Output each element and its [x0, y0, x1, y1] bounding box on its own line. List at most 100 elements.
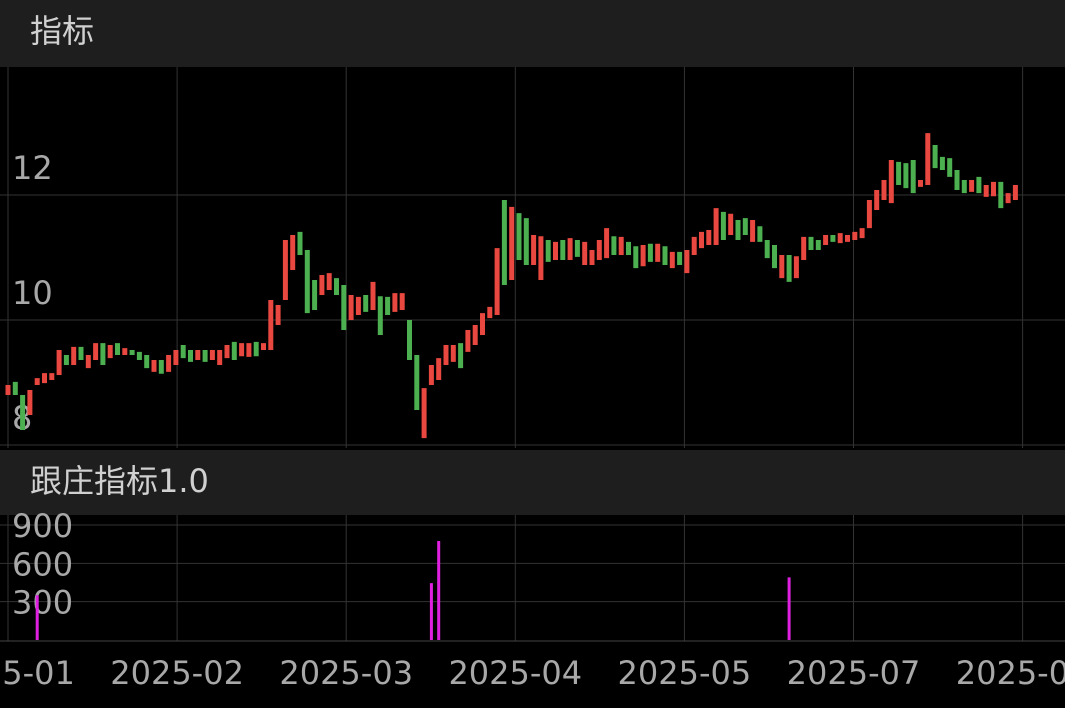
- candle: [939, 156, 945, 170]
- candle: [604, 228, 610, 259]
- candle: [71, 346, 77, 365]
- x-tick-label: 2025-01: [0, 654, 75, 692]
- x-tick-label: 2025-08: [956, 654, 1065, 692]
- candle: [399, 293, 405, 310]
- candle: [494, 248, 500, 315]
- candle: [334, 278, 339, 295]
- candle: [20, 395, 26, 430]
- candle: [516, 213, 522, 260]
- candle: [560, 240, 566, 260]
- candle: [786, 255, 792, 282]
- candle: [1012, 185, 1018, 200]
- panel-title: 指标: [30, 12, 94, 50]
- bar: [437, 540, 441, 640]
- candle: [392, 293, 398, 312]
- candle: [385, 296, 391, 315]
- candle: [633, 246, 639, 269]
- candle: [750, 220, 756, 242]
- candle: [691, 236, 697, 255]
- candle: [458, 343, 464, 369]
- candle: [297, 231, 303, 255]
- candle: [5, 385, 11, 395]
- candle: [837, 233, 843, 244]
- candle: [852, 231, 858, 240]
- candle: [509, 206, 515, 280]
- candle: [209, 350, 215, 360]
- candle: [180, 345, 186, 359]
- bar: [35, 595, 39, 640]
- candle: [246, 343, 252, 357]
- candle: [582, 241, 588, 265]
- candle: [501, 200, 507, 285]
- candle: [596, 240, 602, 260]
- y-tick-label: 12: [12, 149, 53, 187]
- candle: [377, 296, 383, 335]
- y-tick-label: 600: [12, 545, 73, 583]
- candle: [480, 313, 485, 335]
- candle: [472, 325, 478, 345]
- candle: [640, 245, 646, 267]
- candle: [662, 246, 668, 265]
- candle: [757, 226, 763, 242]
- candle: [12, 381, 18, 395]
- candle: [932, 145, 938, 169]
- candle: [925, 133, 931, 185]
- candle: [742, 218, 748, 235]
- candle: [1005, 193, 1011, 204]
- candle: [720, 211, 726, 240]
- candle: [414, 355, 420, 410]
- candle: [253, 341, 259, 357]
- candle: [56, 350, 62, 375]
- candle: [888, 160, 894, 204]
- candle: [129, 350, 135, 355]
- candle: [523, 218, 529, 265]
- candle: [312, 280, 318, 310]
- candle: [107, 345, 113, 359]
- candle: [407, 320, 412, 360]
- candle: [910, 160, 916, 194]
- candle: [428, 365, 434, 385]
- candle: [874, 190, 880, 210]
- candle: [436, 358, 442, 380]
- candle: [151, 360, 157, 372]
- candle: [684, 250, 690, 274]
- candle: [735, 220, 741, 240]
- candle: [815, 240, 821, 250]
- candle: [348, 295, 354, 320]
- candle: [341, 285, 347, 330]
- candle: [983, 185, 989, 197]
- candle: [195, 350, 201, 360]
- candle: [764, 240, 770, 259]
- candle: [669, 251, 675, 269]
- candle: [947, 158, 953, 177]
- candle: [202, 350, 208, 362]
- candle: [574, 240, 580, 257]
- candle: [655, 243, 661, 262]
- candle: [217, 350, 223, 365]
- candle: [801, 236, 807, 260]
- candle: [173, 350, 179, 365]
- candle: [589, 250, 595, 265]
- candle: [63, 355, 69, 365]
- candle: [706, 230, 712, 245]
- candle: [553, 241, 558, 260]
- panel-title: 跟庄指标1.0: [30, 462, 209, 500]
- candle: [954, 170, 960, 190]
- candle: [618, 236, 624, 255]
- candle: [115, 343, 120, 355]
- candle: [275, 305, 281, 325]
- candle: [465, 330, 471, 352]
- candle: [450, 345, 456, 362]
- y-tick-label: 900: [12, 507, 73, 545]
- candle: [961, 180, 967, 194]
- candle: [998, 181, 1004, 209]
- candle: [845, 235, 850, 242]
- y-tick-label: 300: [12, 584, 73, 622]
- candle: [443, 345, 449, 365]
- candle: [166, 355, 172, 372]
- candle: [611, 236, 617, 255]
- candle: [918, 180, 923, 187]
- candle: [626, 241, 631, 255]
